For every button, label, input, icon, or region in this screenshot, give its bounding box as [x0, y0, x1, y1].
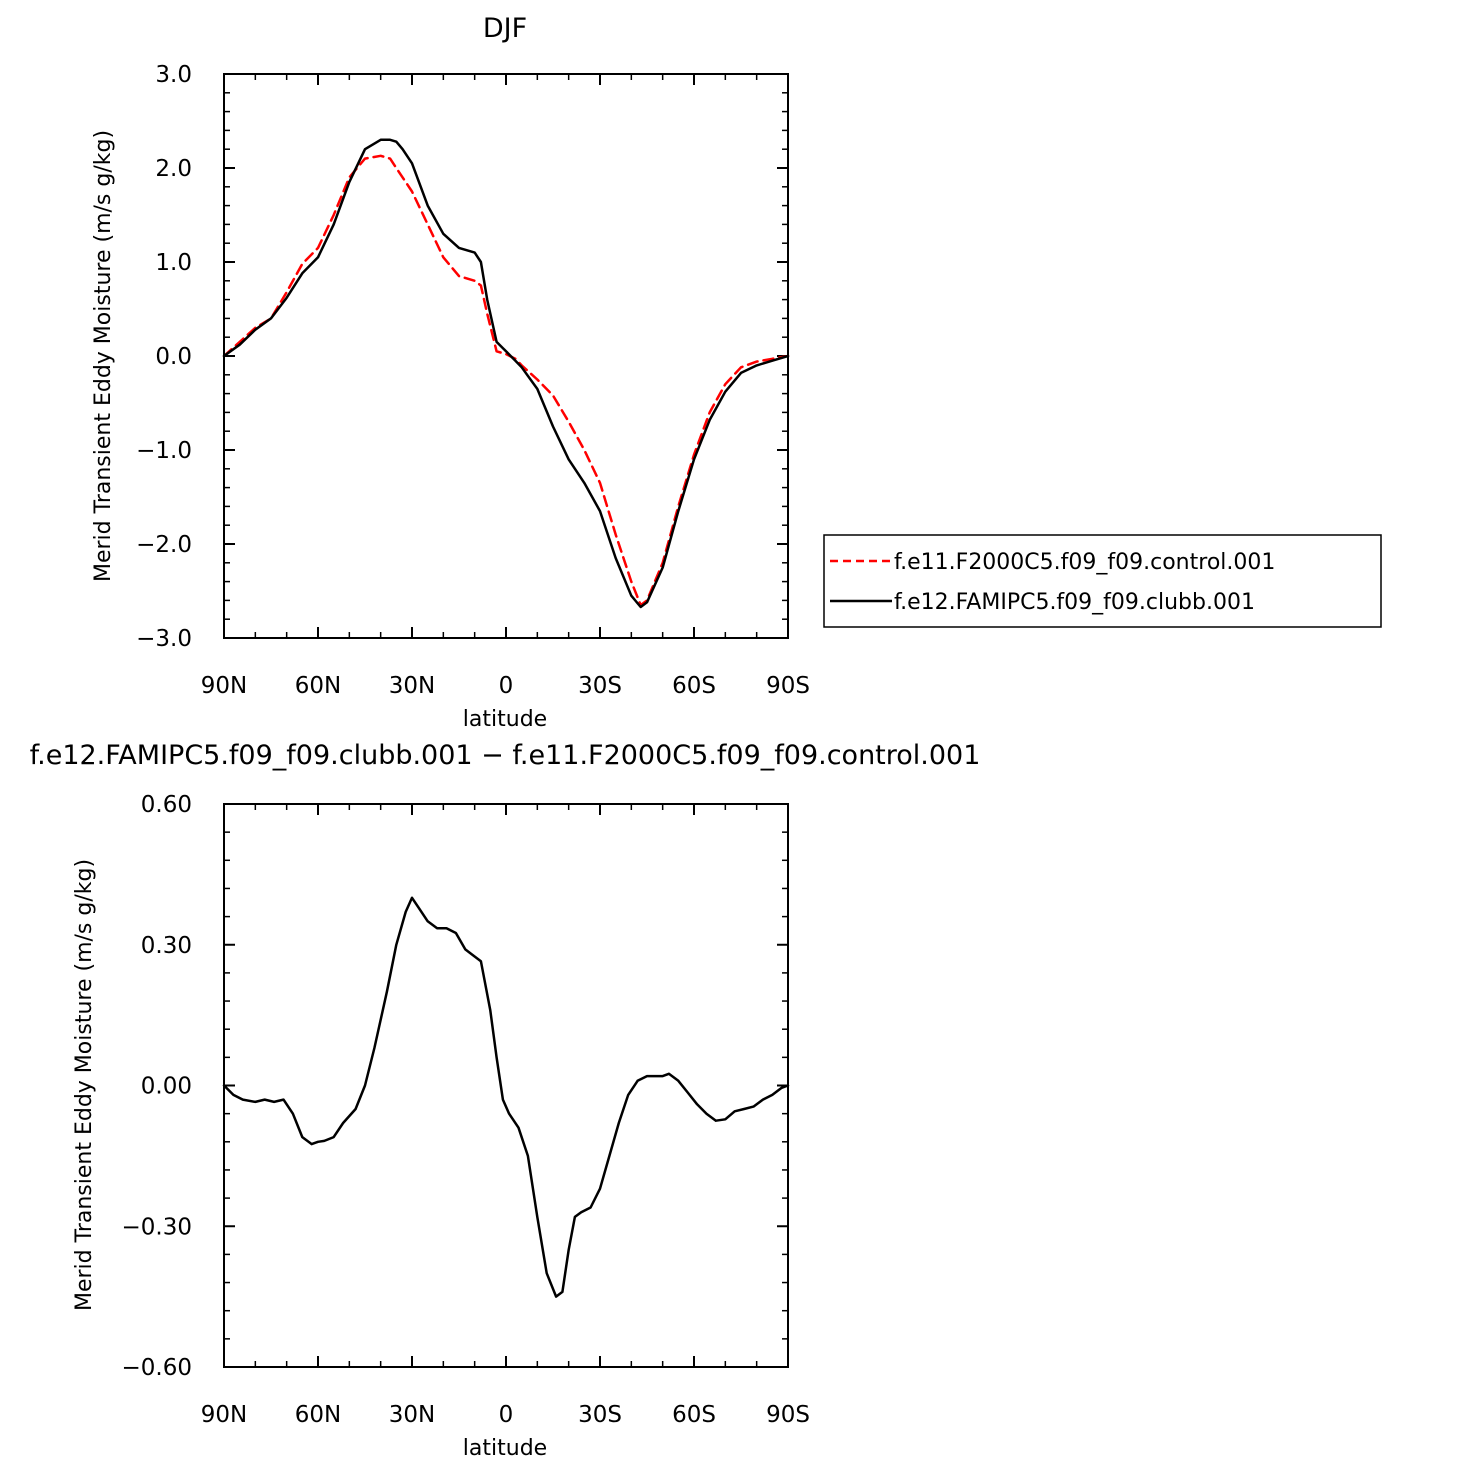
x-tick-label: 30N: [389, 673, 435, 699]
plot-frame: [223, 73, 789, 639]
x-tick-label: 60N: [295, 1402, 341, 1428]
tick-labels: 90N 60N 30N 0 30S 60S 90S 3.0 2.0 1.0 0.0 −1.0 −2.0 −…: [136, 62, 810, 699]
x-tick-label: 60N: [295, 673, 341, 699]
y-tick-label: −1.0: [136, 438, 192, 464]
series-line-clubb: [222, 138, 790, 609]
y-tick-label: −0.30: [122, 1214, 192, 1240]
axis-ticks: [223, 803, 789, 1368]
series-layer: [222, 138, 790, 609]
y-tick-label: 0.60: [141, 792, 192, 818]
x-tick-label: 60S: [672, 673, 716, 699]
x-tick-label: 0: [499, 1402, 514, 1428]
y-tick-label: 0.0: [155, 344, 192, 370]
x-tick-label: 90S: [766, 1402, 810, 1428]
x-axis-label: latitude: [463, 1436, 547, 1461]
y-axis-label: Merid Transient Eddy Moisture (m/s g/kg): [72, 859, 97, 1311]
x-tick-label: 60S: [672, 1402, 716, 1428]
legend: f.e11.F2000C5.f09_f09.control.001 f.e12.…: [823, 534, 1382, 628]
x-tick-label: 90S: [766, 673, 810, 699]
plot-frame: [223, 803, 789, 1368]
y-tick-label: 0.00: [141, 1074, 192, 1100]
legend-frame: [823, 534, 1382, 628]
x-tick-label: 90N: [201, 673, 247, 699]
y-tick-label: 3.0: [155, 62, 192, 88]
tick-labels: 90N 60N 30N 0 30S 60S 90S 0.60 0.30 0.00 −0.30 −0.6…: [122, 792, 810, 1428]
x-tick-label: 30S: [578, 1402, 622, 1428]
y-tick-label: −2.0: [136, 532, 192, 558]
chart-title: DJF: [483, 13, 527, 44]
y-tick-label: −0.60: [122, 1355, 192, 1381]
legend-label-control: f.e11.F2000C5.f09_f09.control.001: [894, 550, 1275, 575]
axis-ticks: [223, 73, 789, 639]
series-line-difference: [222, 896, 790, 1298]
chart-panel-djf: DJF Merid Transient Eddy Moisture (m/s g…: [91, 13, 810, 732]
x-axis-label: latitude: [463, 707, 547, 732]
legend-label-clubb: f.e12.FAMIPC5.f09_f09.clubb.001: [894, 590, 1255, 615]
y-tick-label: 2.0: [155, 156, 192, 182]
y-axis-label: Merid Transient Eddy Moisture (m/s g/kg): [91, 130, 116, 582]
x-tick-label: 30S: [578, 673, 622, 699]
chart-title: f.e12.FAMIPC5.f09_f09.clubb.001 − f.e11.…: [30, 740, 981, 771]
y-tick-label: 1.0: [155, 250, 192, 276]
chart-panel-difference: f.e12.FAMIPC5.f09_f09.clubb.001 − f.e11.…: [30, 740, 981, 1461]
x-tick-label: 90N: [201, 1402, 247, 1428]
x-tick-label: 30N: [389, 1402, 435, 1428]
y-tick-label: 0.30: [141, 933, 192, 959]
x-tick-label: 0: [499, 673, 514, 699]
series-layer: [222, 896, 790, 1298]
y-tick-label: −3.0: [136, 626, 192, 652]
series-line-control: [222, 154, 790, 607]
